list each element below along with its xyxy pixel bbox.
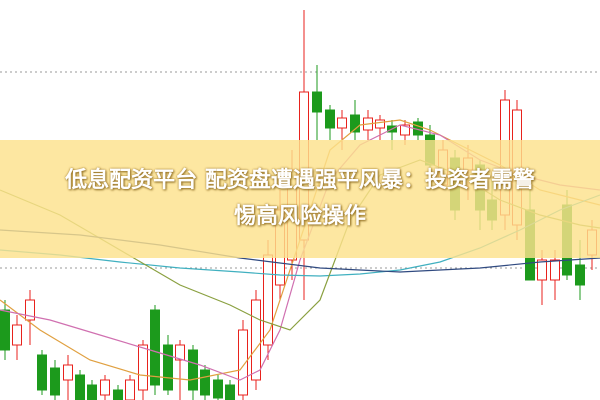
candle-part (37, 354, 47, 391)
candle-part (150, 309, 160, 386)
candle-part (12, 324, 22, 346)
headline-line: 低息配资平台 配资盘遭遇强平风暴：投资者需警 (65, 168, 535, 193)
candle-part (75, 374, 85, 400)
candle-part (375, 119, 385, 129)
candle-part (350, 114, 360, 133)
candle-part (337, 117, 347, 129)
candle-part (537, 259, 547, 281)
candle-part (138, 344, 148, 391)
candle-part (175, 344, 185, 361)
candle-part (575, 264, 585, 286)
candle-part (63, 364, 73, 381)
candle-part (251, 299, 261, 381)
candle-part (312, 91, 322, 113)
headline: 低息配资平台 配资盘遭遇强平风暴：投资者需警 惕高风险操作 (0, 163, 600, 235)
candle-part (400, 124, 410, 136)
candle-part (188, 349, 198, 391)
candle-part (113, 389, 123, 400)
headline-line: 惕高风险操作 (233, 204, 366, 229)
candle-part (50, 367, 60, 396)
candle-part (238, 329, 248, 396)
candle-part (25, 299, 35, 321)
candle-part (200, 369, 210, 396)
candle-part (225, 384, 235, 400)
candle-part (263, 254, 273, 346)
banner (0, 140, 600, 258)
candle-part (0, 309, 10, 351)
candle-part (163, 344, 173, 391)
candle-part (100, 379, 110, 396)
candle-part (325, 109, 335, 129)
candle-part (125, 379, 135, 400)
candle-part (213, 379, 223, 399)
candle-part (87, 384, 97, 400)
candle-part (550, 259, 560, 281)
